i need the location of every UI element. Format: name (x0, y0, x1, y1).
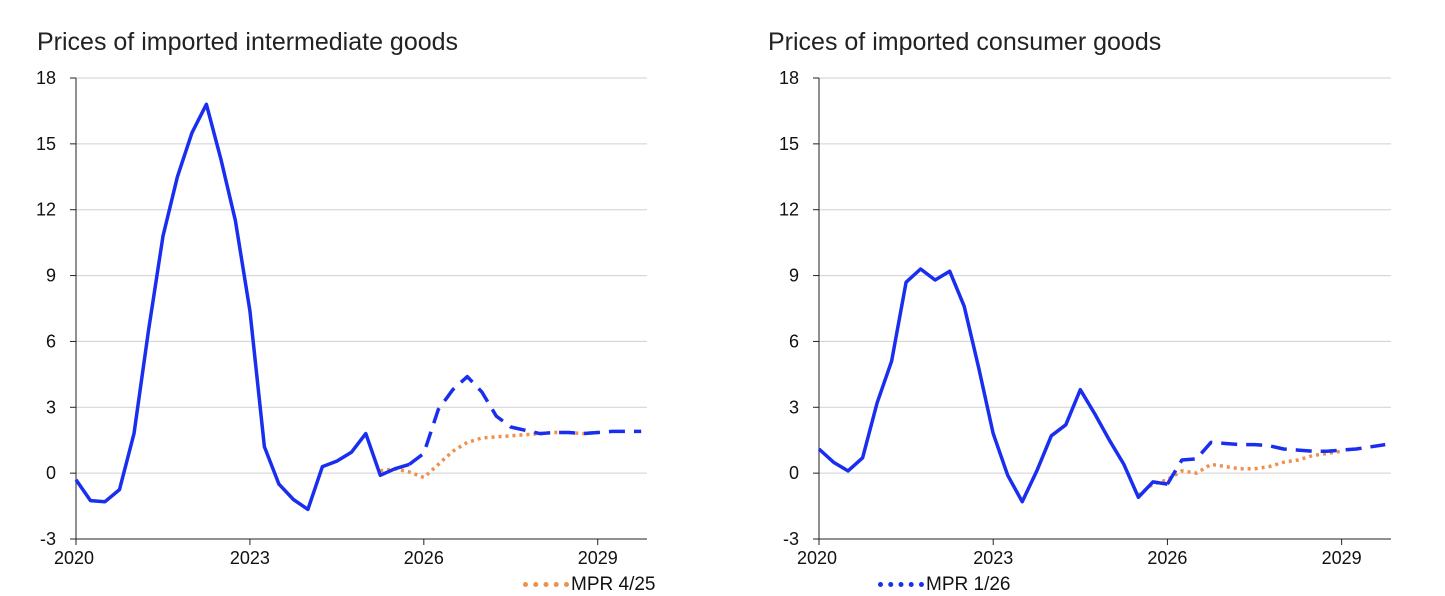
y-tick-label: 12 (779, 200, 799, 220)
y-tick-label: 9 (46, 266, 56, 286)
y-tick-label: -3 (783, 529, 799, 549)
y-tick-label: 6 (46, 331, 56, 351)
x-tick-label: 2023 (230, 548, 270, 568)
chart-panel-consumer: Prices of imported consumer goods 18 15 12… (722, 0, 1444, 595)
series-line-outcome (74, 102, 410, 512)
legend-swatch-mpr-1-26 (878, 582, 924, 587)
y-tick-label: 15 (36, 134, 56, 154)
y-tick-label: 12 (36, 200, 56, 220)
y-tick-label: 0 (46, 463, 56, 483)
x-tick-label: 2023 (973, 548, 1013, 568)
legend-swatch-mpr-4-25 (523, 582, 569, 587)
y-tick-label: 15 (779, 134, 799, 154)
x-tick-label: 2020 (797, 548, 837, 568)
chart-title-consumer: Prices of imported consumer goods (768, 28, 1162, 56)
y-tick-label: 3 (789, 397, 799, 417)
chart-panel-intermediate: Prices of imported intermediate goods 18… (0, 0, 722, 595)
series-line-mpr-1-26 (408, 374, 642, 466)
x-tick-label: 2026 (404, 548, 444, 568)
y-tick-label: 18 (779, 68, 799, 88)
series-line-mpr-1-26 (1165, 440, 1386, 486)
legend-label-mpr-1-26: MPR 1/26 (926, 573, 1011, 595)
x-tick-label: 2029 (578, 548, 618, 568)
y-tick-label: 6 (789, 331, 799, 351)
x-tick-label: 2020 (54, 548, 94, 568)
legend-label-mpr-4-25: MPR 4/25 (571, 573, 656, 595)
chart-title-intermediate: Prices of imported intermediate goods (37, 28, 459, 56)
y-tick-label: 0 (789, 463, 799, 483)
x-tick-label: 2029 (1322, 548, 1362, 568)
y-tick-label: 18 (36, 68, 56, 88)
legend-item-mpr-1-26: MPR 1/26 (878, 574, 1010, 595)
y-tick-label: 3 (46, 397, 56, 417)
series-line-mpr-4-25 (380, 430, 598, 480)
series-line-outcome (817, 267, 1168, 504)
x-tick-label: 2026 (1147, 548, 1187, 568)
y-tick-label: 9 (789, 266, 799, 286)
y-tick-label: -3 (40, 529, 56, 549)
legend-item-mpr-4-25: MPR 4/25 (523, 574, 655, 595)
